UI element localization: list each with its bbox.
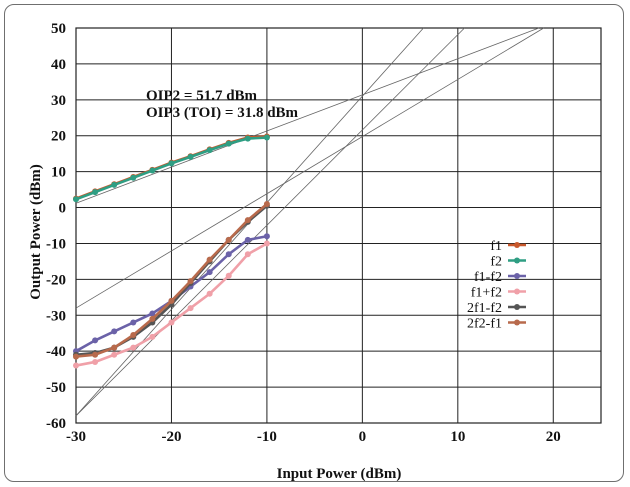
legend-label: 2f2-f1 [467, 317, 502, 332]
legend-swatch-marker [514, 304, 520, 310]
data-point [244, 251, 251, 258]
data-point [168, 297, 175, 304]
data-point [73, 196, 79, 203]
legend-swatch-marker [514, 257, 520, 264]
series-2f2-f1 [73, 200, 270, 360]
y-tick-label: 20 [51, 129, 66, 145]
data-point [92, 358, 99, 365]
legend-label: f1 [490, 239, 502, 254]
data-point [244, 135, 251, 142]
data-point [187, 153, 194, 160]
annotation-oip3: OIP3 (TOI) = 31.8 dBm [146, 105, 299, 121]
data-point [111, 351, 118, 358]
legend-label: 2f1-f2 [467, 301, 502, 316]
series-f1+f2 [73, 240, 270, 369]
y-tick-label: -30 [46, 308, 66, 324]
data-point [206, 147, 213, 154]
data-point [206, 256, 213, 263]
data-point [206, 269, 213, 276]
extrapolation-line [75, 27, 540, 204]
extrapolation-lines [75, 27, 544, 417]
y-tick-label: -60 [46, 416, 66, 432]
data-point [130, 174, 137, 181]
data-point [149, 315, 156, 322]
legend-label: f1+f2 [471, 286, 502, 301]
x-tick-label: 0 [359, 429, 367, 445]
data-point [187, 278, 194, 285]
data-point [149, 310, 156, 317]
data-point [130, 319, 137, 326]
data-point [244, 236, 251, 243]
data-point [168, 319, 175, 326]
data-point [244, 217, 251, 224]
y-axis-label: Output Power (dBm) [28, 164, 44, 300]
y-tick-label: -10 [46, 236, 66, 252]
legend-label: f1-f2 [474, 270, 502, 285]
extrapolation-line [75, 27, 544, 309]
extrapolation-line [75, 27, 465, 417]
data-point [225, 140, 232, 147]
y-tick-label: -20 [46, 272, 66, 288]
y-tick-label: 30 [51, 93, 66, 109]
x-axis-label: Input Power (dBm) [277, 466, 402, 482]
y-tick-label: -40 [46, 344, 66, 360]
data-point [206, 290, 213, 297]
x-tick-label: -10 [257, 429, 277, 445]
data-point [263, 233, 270, 240]
legend-label: f2 [490, 255, 502, 270]
data-point [111, 181, 118, 188]
x-tick-label: 20 [546, 429, 561, 445]
data-point [187, 305, 194, 312]
data-point [111, 344, 118, 351]
data-point [92, 337, 99, 344]
series-f2 [73, 134, 270, 203]
y-tick-label: 40 [51, 57, 66, 73]
data-point [92, 189, 99, 196]
series-group [73, 133, 270, 369]
data-point [149, 167, 156, 174]
data-point [263, 200, 270, 207]
data-point [92, 351, 99, 358]
data-point [225, 251, 232, 258]
y-tick-label: -50 [46, 380, 66, 396]
data-point [263, 240, 270, 247]
legend-swatch-marker [514, 288, 520, 295]
data-point [130, 344, 137, 351]
annotation-oip2: OIP2 = 51.7 dBm [146, 88, 258, 104]
data-point [73, 353, 79, 360]
data-point [73, 362, 79, 369]
x-tick-label: -30 [66, 429, 86, 445]
tick-labels: -30 -20 -10 0 10 20 50 40 30 20 10 0 -10 -20 -30 -40 -50… [46, 21, 561, 445]
y-tick-label: 50 [51, 21, 66, 37]
data-point [225, 272, 232, 279]
x-tick-label: -20 [161, 429, 181, 445]
data-point [149, 333, 156, 340]
data-point [225, 236, 232, 243]
legend-swatch-marker [514, 319, 520, 326]
legend-swatch-marker [514, 242, 520, 248]
grid [75, 27, 602, 424]
x-tick-label: 10 [450, 429, 465, 445]
y-tick-label: 0 [59, 201, 67, 217]
data-point [111, 328, 118, 335]
data-point [130, 332, 137, 339]
data-point [263, 134, 270, 141]
legend-swatch-marker [514, 273, 520, 279]
data-point [168, 160, 175, 167]
y-tick-label: 10 [51, 165, 66, 181]
